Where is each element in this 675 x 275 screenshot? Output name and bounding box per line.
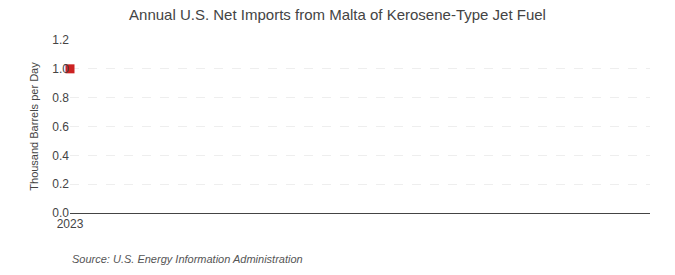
svg-text:1.0: 1.0	[52, 62, 69, 76]
svg-text:0.2: 0.2	[52, 177, 69, 191]
svg-text:0.4: 0.4	[52, 149, 69, 163]
svg-text:1.2: 1.2	[52, 33, 69, 47]
svg-text:Annual U.S. Net Imports from M: Annual U.S. Net Imports from Malta of Ke…	[129, 6, 546, 23]
svg-text:Source: U.S. Energy Informatio: Source: U.S. Energy Information Administ…	[72, 253, 303, 265]
svg-text:0.8: 0.8	[52, 91, 69, 105]
svg-text:2023: 2023	[57, 217, 84, 231]
svg-text:0.6: 0.6	[52, 120, 69, 134]
svg-text:0.0: 0.0	[52, 206, 69, 220]
svg-text:Thousand Barrels per Day: Thousand Barrels per Day	[28, 62, 40, 191]
